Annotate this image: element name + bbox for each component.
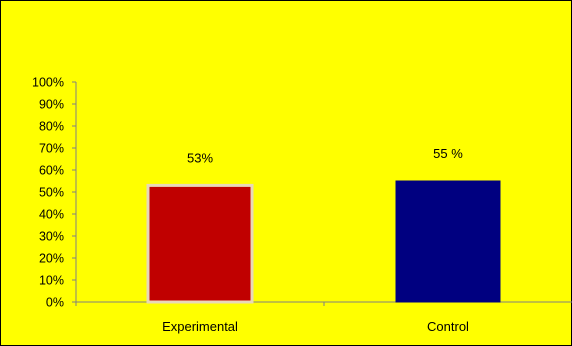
bar-experimental [146, 183, 254, 304]
y-tick-label: 40% [39, 208, 64, 222]
y-tick-label: 80% [39, 120, 64, 134]
y-tick-label: 90% [39, 98, 64, 112]
y-tick-label: 70% [39, 142, 64, 156]
labels: 0% 10% 20% 30% 40% 50% 60% 70% 80% 90% 100% 53% Expe… [32, 76, 469, 335]
y-tick-label: 10% [39, 274, 64, 288]
y-tick-label: 0% [46, 296, 64, 310]
y-tick-label: 50% [39, 186, 64, 200]
y-tick-label: 30% [39, 230, 64, 244]
category-label-control: Control [427, 319, 469, 334]
y-tick-label: 60% [39, 164, 64, 178]
bars [146, 180, 501, 304]
category-label-experimental: Experimental [162, 319, 238, 334]
bar-control [395, 180, 501, 303]
data-label-experimental: 53% [187, 150, 213, 165]
data-label-control: 55 % [433, 146, 463, 161]
y-tick-label: 100% [32, 76, 64, 90]
y-tick-label: 20% [39, 252, 64, 266]
